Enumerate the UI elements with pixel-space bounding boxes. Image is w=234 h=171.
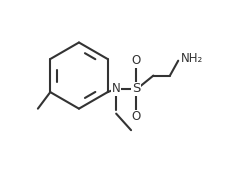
Text: N: N — [112, 82, 121, 95]
Text: NH₂: NH₂ — [181, 52, 203, 65]
Text: O: O — [132, 54, 141, 67]
Text: S: S — [132, 82, 140, 95]
Text: O: O — [132, 110, 141, 123]
